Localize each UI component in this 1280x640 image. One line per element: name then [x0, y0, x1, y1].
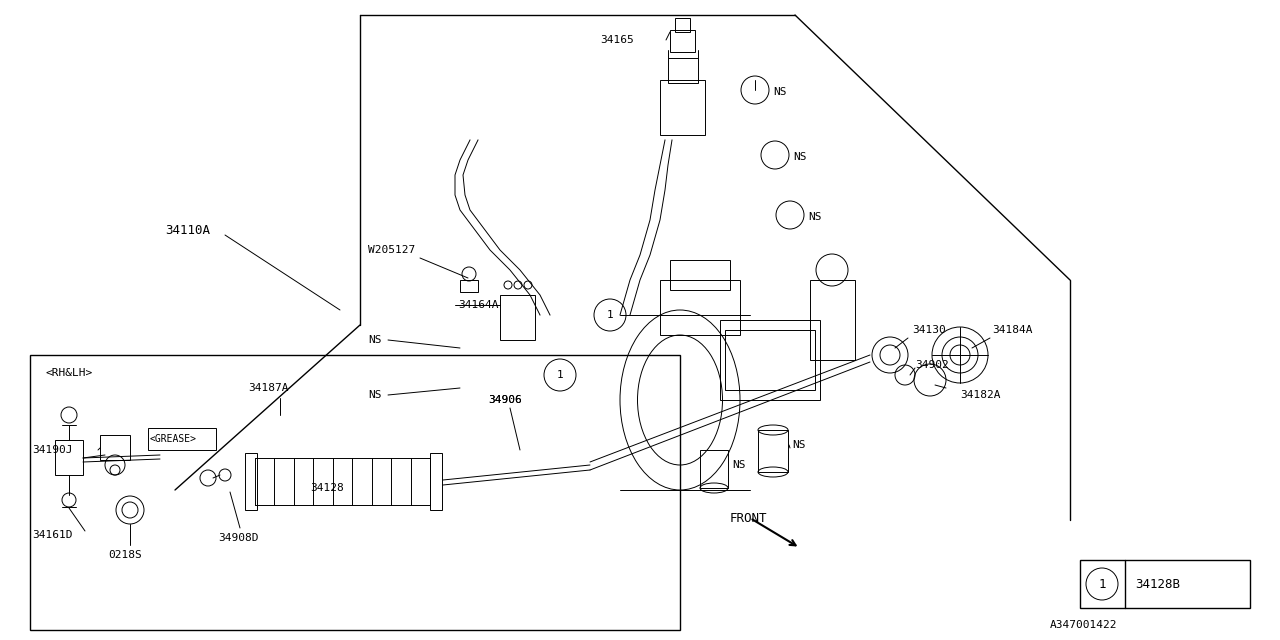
Text: 1: 1 — [607, 310, 613, 320]
Bar — [724, 330, 815, 390]
Bar — [55, 440, 83, 475]
Bar — [669, 260, 730, 290]
Text: 34906: 34906 — [488, 395, 522, 405]
Bar — [810, 280, 855, 360]
Text: 34128B: 34128B — [1135, 577, 1180, 591]
Bar — [244, 453, 257, 510]
Text: 1: 1 — [557, 370, 563, 380]
Text: NS: NS — [792, 440, 805, 450]
Text: NS: NS — [773, 87, 786, 97]
Text: NS: NS — [794, 152, 806, 162]
Text: W205127: W205127 — [369, 245, 415, 255]
Bar — [29, 355, 680, 630]
Bar — [1080, 560, 1251, 608]
Text: 34110A: 34110A — [165, 223, 210, 237]
Text: 34165: 34165 — [600, 35, 634, 45]
Text: 1: 1 — [1098, 577, 1106, 591]
Text: 34190J: 34190J — [32, 445, 73, 455]
Text: 34908D: 34908D — [218, 533, 259, 543]
Text: NS: NS — [808, 212, 822, 222]
Text: 34184A: 34184A — [992, 325, 1033, 335]
Bar — [669, 30, 695, 52]
Bar — [668, 58, 698, 83]
Text: 0218S: 0218S — [108, 550, 142, 560]
Text: 34902: 34902 — [915, 360, 948, 370]
Bar — [721, 320, 820, 400]
Text: 34187A: 34187A — [248, 383, 288, 393]
Text: 34128: 34128 — [310, 483, 344, 493]
Text: 34906: 34906 — [488, 395, 522, 405]
Text: <RH&LH>: <RH&LH> — [45, 368, 92, 378]
Text: 34130: 34130 — [913, 325, 946, 335]
Text: <GREASE>: <GREASE> — [150, 434, 197, 444]
Bar — [430, 453, 442, 510]
Text: 34164A: 34164A — [458, 300, 498, 310]
Bar — [660, 80, 705, 135]
Bar — [500, 295, 535, 340]
Text: FRONT: FRONT — [730, 511, 768, 525]
Text: 34182A: 34182A — [960, 390, 1001, 400]
Bar — [675, 18, 690, 32]
Text: NS: NS — [369, 335, 381, 345]
Text: NS: NS — [732, 460, 745, 470]
Text: NS: NS — [369, 390, 381, 400]
Bar — [148, 428, 216, 450]
Bar — [758, 430, 788, 472]
Bar — [700, 450, 728, 488]
Bar — [100, 435, 131, 460]
Text: 34161D: 34161D — [32, 530, 73, 540]
Text: A347001422: A347001422 — [1050, 620, 1117, 630]
Bar — [460, 280, 477, 292]
Bar — [660, 280, 740, 335]
